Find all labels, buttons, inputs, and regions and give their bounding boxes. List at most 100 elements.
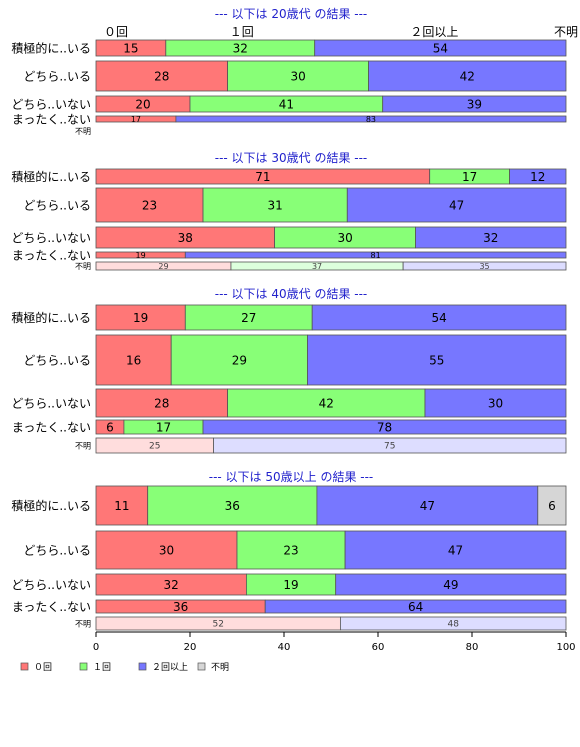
- bar-segment: [227, 388, 426, 418]
- data-label: 6: [106, 420, 114, 434]
- bar-segment: [95, 334, 172, 386]
- data-label: 47: [448, 543, 463, 557]
- data-label: 81: [371, 251, 381, 260]
- bar-segment: [346, 187, 567, 223]
- bar-segment: [415, 226, 567, 249]
- data-label: 29: [232, 353, 247, 367]
- data-label: 28: [154, 69, 169, 83]
- panel-title: --- 以下は 20歳代 の結果 ---: [215, 7, 368, 21]
- legend-item: 不明: [197, 662, 229, 673]
- bar-segment: [368, 60, 567, 92]
- top-label: ２回以上: [410, 25, 458, 39]
- data-label: 23: [142, 198, 157, 212]
- data-label: 31: [268, 198, 283, 212]
- row-label: どちら..いない: [11, 98, 91, 112]
- bar-segment: [184, 251, 567, 259]
- row-label: どちら..いない: [11, 231, 91, 245]
- row-label: どちら..いない: [11, 397, 91, 411]
- bar-segment: [314, 39, 567, 57]
- top-label: ０回: [104, 25, 128, 39]
- legend-item: ０回: [20, 662, 52, 673]
- bar-segment: [175, 115, 567, 123]
- legend-label: ２回以上: [152, 662, 188, 673]
- row-label: 積極的に..いる: [11, 41, 91, 56]
- bar-segment: [213, 437, 567, 454]
- legend-swatch: [20, 662, 29, 671]
- row-label: 不明: [75, 127, 91, 136]
- data-label: 47: [449, 198, 464, 212]
- x-tick-label: 20: [184, 642, 197, 653]
- data-label: 23: [283, 543, 298, 557]
- data-label: 30: [159, 543, 174, 557]
- row-label: どちら..いる: [23, 544, 91, 558]
- data-label: 25: [149, 442, 160, 452]
- bar-segment: [202, 419, 567, 435]
- data-label: 16: [126, 353, 141, 367]
- bar-segment: [95, 304, 186, 331]
- data-label: 6: [548, 499, 556, 513]
- row-label: どちら..いる: [23, 199, 91, 213]
- data-label: 39: [467, 97, 482, 111]
- data-label: 17: [131, 115, 141, 124]
- bar-segment: [382, 95, 567, 113]
- top-label: １回: [230, 25, 254, 39]
- x-tick-label: 100: [556, 642, 575, 653]
- panel-3: --- 以下は 40歳代 の結果 --- 積極的に..いる 19 27 54 どちら..い…: [11, 287, 567, 454]
- x-tick-label: 0: [93, 642, 99, 653]
- row-label: どちら..いる: [23, 354, 91, 368]
- row-label: 不明: [75, 620, 91, 629]
- bar-segment: [344, 530, 567, 570]
- data-label: 32: [164, 578, 179, 592]
- data-label: 64: [408, 600, 423, 614]
- data-label: 35: [479, 262, 489, 271]
- bar-segment: [509, 168, 567, 185]
- data-label: 19: [133, 311, 148, 325]
- legend-label: １回: [93, 662, 111, 673]
- data-label: 28: [154, 396, 169, 410]
- panel-2: --- 以下は 30歳代 の結果 --- 積極的に..いる 71 17 12 どちら..い…: [11, 151, 567, 271]
- bar-segment: [335, 573, 567, 596]
- data-label: 42: [460, 69, 475, 83]
- row-label: 不明: [75, 262, 91, 271]
- row-label: 積極的に..いる: [11, 169, 91, 184]
- panel-4: --- 以下は 50歳以上 の結果 --- 積極的に..いる 11 36 47 6 どちら.…: [11, 470, 567, 631]
- data-label: 36: [173, 600, 188, 614]
- data-label: 29: [158, 262, 168, 271]
- row-label: どちら..いない: [11, 578, 91, 592]
- row-label: 不明: [75, 442, 91, 451]
- x-tick-label: 60: [372, 642, 385, 653]
- legend-item: １回: [79, 662, 111, 673]
- panel-title: --- 以下は 30歳代 の結果 ---: [215, 151, 368, 165]
- data-label: 71: [255, 170, 270, 184]
- bar-segment: [537, 485, 567, 526]
- data-label: 54: [433, 41, 448, 55]
- row-label: まったく..ない: [12, 113, 91, 127]
- data-label: 48: [447, 620, 459, 630]
- row-label: まったく..ない: [12, 421, 91, 435]
- data-label: 19: [136, 251, 146, 260]
- data-label: 12: [530, 170, 545, 184]
- legend-label: ０回: [34, 662, 52, 673]
- bar-segment: [307, 334, 567, 386]
- data-label: 19: [283, 578, 298, 592]
- legend-label: 不明: [211, 662, 229, 673]
- bar-segment: [202, 187, 348, 223]
- data-label: 27: [241, 311, 256, 325]
- data-label: 47: [420, 499, 435, 513]
- data-label: 38: [178, 231, 193, 245]
- bar-segment: [184, 304, 313, 331]
- x-tick-label: 40: [278, 642, 291, 653]
- row-label: まったく..ない: [12, 249, 91, 263]
- legend-swatch: [197, 662, 206, 671]
- bar-segment: [316, 485, 539, 526]
- bar-segment: [147, 485, 318, 526]
- data-label: 36: [225, 499, 240, 513]
- data-label: 32: [483, 231, 498, 245]
- legend-swatch: [138, 662, 147, 671]
- legend-item: ２回以上: [138, 662, 188, 673]
- bar-segment: [236, 530, 346, 570]
- data-label: 30: [337, 231, 352, 245]
- data-label: 83: [366, 115, 376, 124]
- data-label: 17: [462, 170, 477, 184]
